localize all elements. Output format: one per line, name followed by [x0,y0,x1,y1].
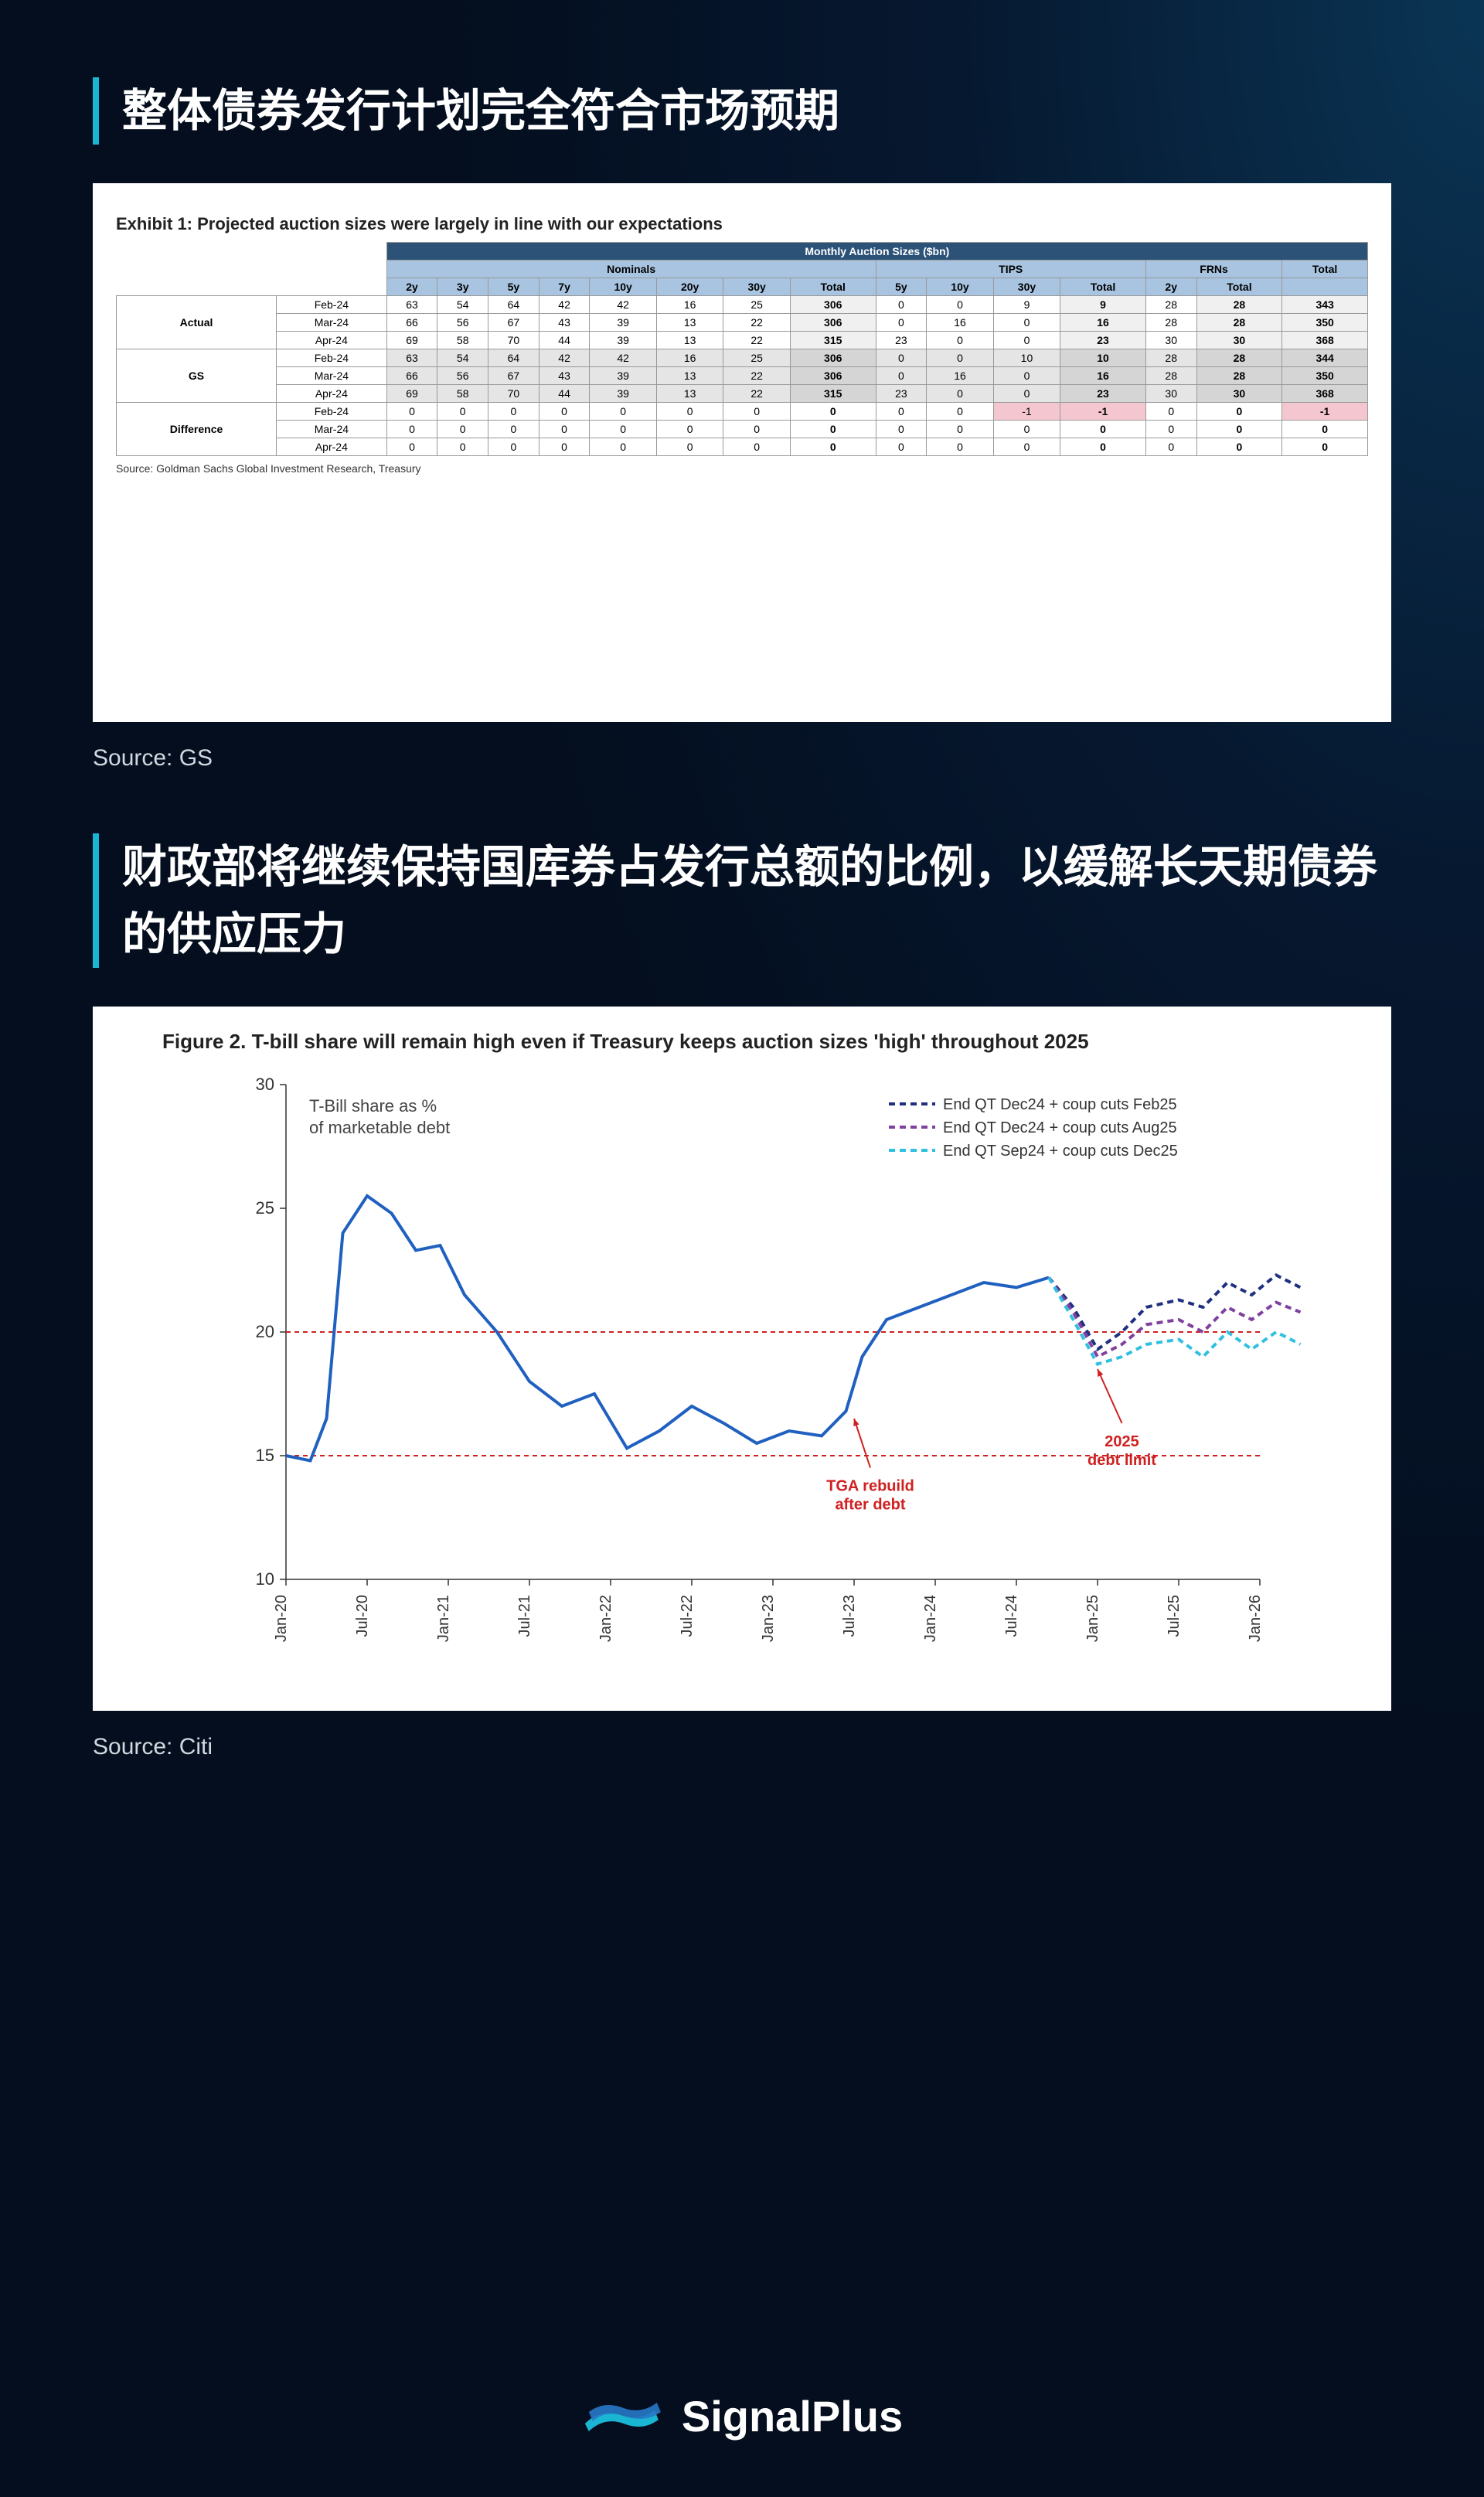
svg-text:End QT Dec24 + coup cuts Feb25: End QT Dec24 + coup cuts Feb25 [943,1096,1177,1113]
svg-text:Jul-21: Jul-21 [516,1595,533,1637]
auction-sizes-table: Monthly Auction Sizes ($bn)NominalsTIPSF… [116,242,1368,456]
svg-text:Jan-23: Jan-23 [760,1595,777,1642]
svg-text:Jan-25: Jan-25 [1084,1595,1101,1642]
tbill-chart: 1015202530Jan-20Jul-20Jan-21Jul-21Jan-22… [131,1069,1353,1672]
svg-text:Jan-26: Jan-26 [1247,1595,1264,1642]
svg-text:15: 15 [256,1446,274,1465]
section1-source: Source: GS [93,745,1391,772]
svg-text:10: 10 [256,1569,274,1589]
chart-card: Figure 2. T-bill share will remain high … [93,1007,1391,1711]
svg-text:End QT Dec24 + coup cuts Aug25: End QT Dec24 + coup cuts Aug25 [943,1119,1177,1136]
svg-text:Jul-25: Jul-25 [1166,1595,1183,1637]
svg-text:of marketable debt: of marketable debt [309,1118,450,1137]
svg-text:Jul-23: Jul-23 [841,1595,858,1637]
svg-text:Jul-22: Jul-22 [679,1595,696,1637]
svg-text:Jan-24: Jan-24 [922,1595,939,1642]
exhibit1-title: Exhibit 1: Projected auction sizes were … [116,214,1368,234]
svg-text:Jan-20: Jan-20 [273,1595,290,1642]
svg-text:20: 20 [256,1322,274,1341]
svg-text:after debt: after debt [835,1497,905,1514]
footer-logo: SignalPlus [581,2389,903,2443]
footer-brand: SignalPlus [682,2391,903,2441]
exhibit1-card: Exhibit 1: Projected auction sizes were … [93,183,1391,722]
svg-text:Jan-22: Jan-22 [597,1595,614,1642]
table-footnote: Source: Goldman Sachs Global Investment … [116,462,1368,475]
logo-icon [581,2389,666,2443]
svg-text:Jul-24: Jul-24 [1003,1595,1020,1637]
svg-text:End QT Sep24 + coup cuts Dec25: End QT Sep24 + coup cuts Dec25 [943,1143,1178,1160]
svg-text:25: 25 [256,1198,274,1218]
chart-title: Figure 2. T-bill share will remain high … [131,1030,1353,1054]
svg-text:2025: 2025 [1104,1433,1139,1450]
svg-text:30: 30 [256,1075,274,1094]
svg-text:Jan-21: Jan-21 [435,1595,452,1642]
section1-title: 整体债券发行计划完全符合市场预期 [93,77,1391,145]
section2-source: Source: Citi [93,1734,1391,1760]
svg-text:Jul-20: Jul-20 [354,1595,371,1637]
section2-title: 财政部将继续保持国库券占发行总额的比例，以缓解长天期债券的供应压力 [93,833,1391,968]
svg-text:T-Bill share as %: T-Bill share as % [309,1096,437,1116]
svg-text:TGA rebuild: TGA rebuild [826,1478,914,1495]
svg-text:debt limit: debt limit [1087,1452,1156,1469]
